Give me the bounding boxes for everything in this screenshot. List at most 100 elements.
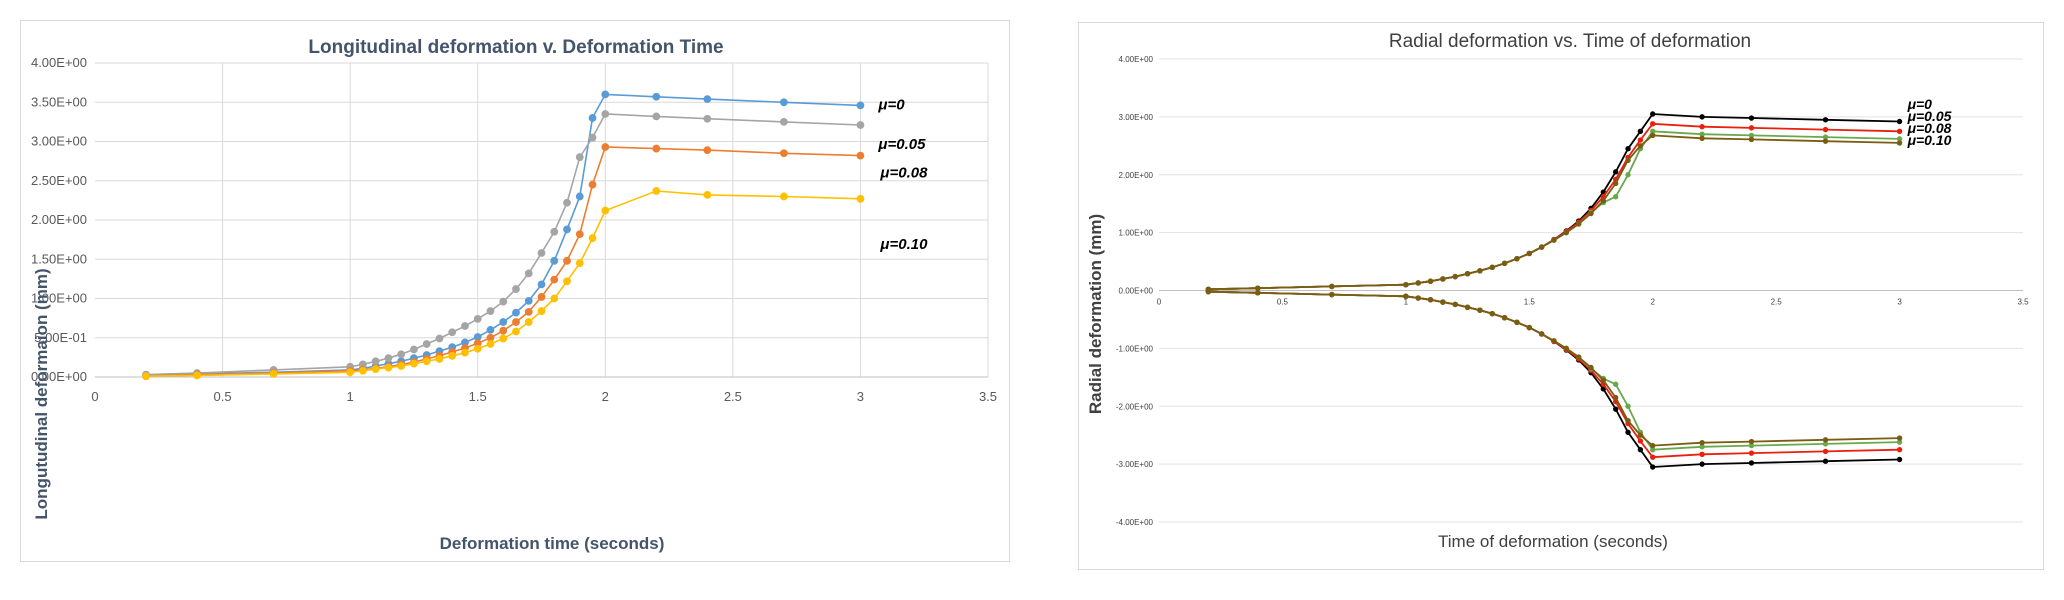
data-point-mu-0 [1612,169,1619,175]
data-point-mu-0 [779,98,788,107]
data-point-mu-0-10-negative [1538,331,1545,337]
data-point-mu-0-10 [499,334,508,343]
data-point-mu-0-10 [1563,229,1570,236]
data-point-mu-0-10 [1464,271,1471,277]
x-tick-label: 2.5 [724,389,742,404]
data-point-mu-0-10-negative [1477,307,1483,313]
data-point-mu-0-10-negative [1699,440,1705,446]
data-point-mu-0-08 [856,151,865,160]
data-point-mu-0-08 [1625,172,1631,178]
data-point-mu-0-05-negative [1896,446,1903,453]
data-point-mu-0-05 [512,285,520,293]
y-tick-label: 2.00E+00 [31,212,87,227]
data-point-mu-0-10 [371,365,380,374]
longitudinal-chart: 0.00E+00 5.00E-01 1.00E+00 1.50E+00 2.00E+00… [31,37,997,553]
axes: 4.00E+00 3.00E+00 2.00E+00 1.00E+00 0.00E+00… [1116,55,2029,527]
longitudinal-chart-panel: 0.00E+00 5.00E-01 1.00E+00 1.50E+00 2.00E+00… [20,20,1010,562]
data-point-mu-0-05-negative [1748,450,1755,456]
data-point-mu-0 [1650,111,1656,117]
data-point-mu-0-10 [537,307,546,315]
data-point-mu-0-05 [1699,124,1705,130]
data-point-mu-0-10 [703,190,712,199]
data-point-mu-0-05 [486,307,495,315]
data-point-mu-0-negative [1637,446,1644,453]
data-point-mu-0-08 [779,149,788,158]
data-point-mu-0-10 [1526,250,1532,257]
data-point-mu-0-10 [461,348,469,357]
data-point-mu-0-10 [1650,132,1656,139]
data-point-mu-0-negative [1625,429,1631,435]
data-point-mu-0-10-negative [1415,295,1421,301]
series-line-mu-0-08-negative [1208,290,1900,451]
data-point-mu-0-10-negative [1464,304,1471,310]
data-point-mu-0-10 [1329,283,1335,290]
label-group: μ=0 μ=0.05 μ=0.08 μ=0.10 [877,96,928,252]
data-point-mu-0-08-negative [1612,381,1619,387]
data-point-mu-0-10-negative [1526,324,1532,331]
data-point-mu-0-10 [346,368,355,377]
data-point-mu-0-10 [1501,260,1508,266]
series-group [1205,111,1903,470]
data-point-mu-0-05 [652,112,661,121]
data-point-mu-0-10 [1403,282,1409,288]
y-axis-label: Radial deformation (mm) [1086,214,1105,414]
data-point-mu-0 [486,326,495,334]
data-point-mu-0-10 [1637,143,1644,149]
data-point-mu-0-10 [397,362,406,370]
data-point-mu-0-05 [524,269,533,278]
y-tick-label: -2.00E+00 [1116,402,1154,411]
y-tick-label: 2.00E+00 [1119,171,1154,180]
data-point-mu-0-05 [1822,126,1829,133]
data-point-mu-0-10-negative [1600,377,1607,383]
data-point-mu-0-05 [397,350,406,359]
data-point-mu-0-05 [779,117,788,126]
x-tick-label: 3.5 [979,389,997,404]
x-tick-label: 0.5 [214,389,232,404]
data-point-mu-0-10 [384,363,393,372]
y-tick-label: 4.00E+00 [31,55,87,70]
data-point-mu-0-10-negative [1501,315,1508,321]
data-point-mu-0-08 [1612,194,1619,200]
y-tick-label: 1.00E+00 [31,291,87,306]
data-point-mu-0-08 [703,146,712,155]
data-point-mu-0-05 [537,249,546,257]
data-point-mu-0-10 [601,206,610,215]
x-tick-label: 1 [347,389,354,404]
data-point-mu-0-10 [1551,237,1557,243]
data-point-mu-0-10-negative [1748,438,1755,445]
data-point-mu-0 [550,256,559,265]
data-point-mu-0-10 [856,194,865,203]
legend-label-mu-0-10: μ=0.10 [1907,132,1952,148]
data-point-mu-0 [1896,118,1903,125]
data-point-mu-0 [524,296,533,305]
y-tick-label: 0.00E+00 [31,369,87,384]
data-point-mu-0 [652,92,661,101]
x-tick-label: 2 [1650,298,1655,307]
data-point-mu-0 [588,114,597,122]
data-point-mu-0-05 [1650,121,1656,127]
data-point-mu-0 [1637,128,1644,135]
data-point-mu-0-10-negative [1551,338,1557,344]
series-line-mu-0-05 [145,113,861,376]
data-point-mu-0-10 [1612,180,1619,187]
data-point-mu-0-08 [575,230,584,239]
data-point-mu-0 [703,95,712,104]
data-point-mu-0-05 [601,110,610,118]
data-point-mu-0-05 [1637,137,1644,143]
x-tick-label: 3.5 [2017,298,2029,307]
data-point-mu-0-negative [1748,460,1755,466]
data-point-mu-0-05 [435,334,444,343]
x-tick-label: 3 [1897,298,1902,307]
data-point-mu-0-05 [499,297,508,306]
data-point-mu-0-10 [1452,273,1458,280]
data-point-mu-0-05-negative [1637,438,1644,444]
data-point-mu-0-05 [703,114,712,123]
data-point-mu-0-10 [1600,198,1607,204]
radial-chart: 4.00E+00 3.00E+00 2.00E+00 1.00E+00 0.00E+00… [1086,31,2029,551]
data-point-mu-0-10 [1699,135,1705,141]
legend-label-mu-0-05: μ=0.05 [877,136,926,153]
x-tick-label: 1.5 [1524,298,1536,307]
data-point-mu-0-05-negative [1822,448,1829,455]
data-point-mu-0-10 [588,234,597,242]
series-line-mu-0-05-negative [1208,290,1900,459]
